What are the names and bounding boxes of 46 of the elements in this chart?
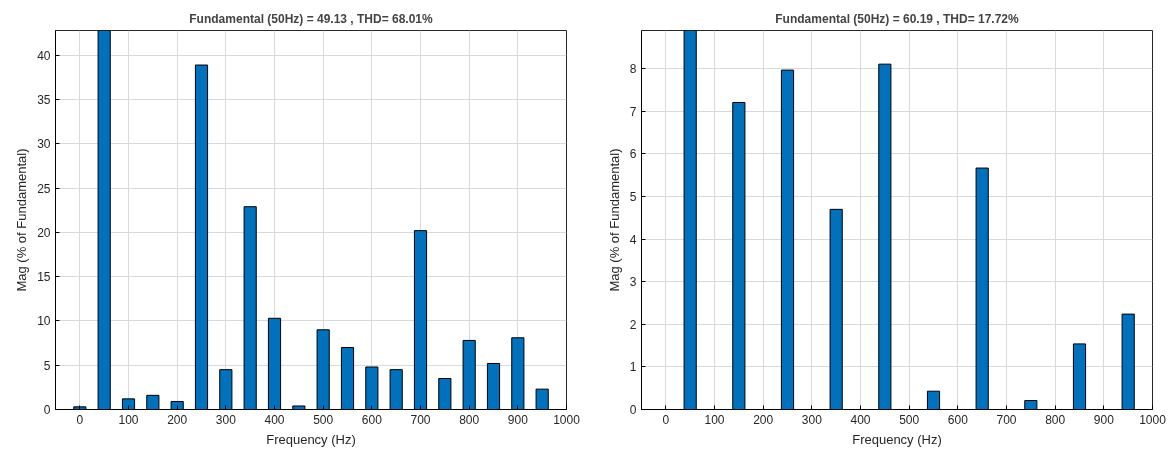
y-tick-label: 20	[37, 225, 51, 240]
x-tick-label: 1000	[553, 412, 581, 427]
y-tick-label: 2	[629, 317, 637, 332]
x-tick-label: 600	[361, 412, 383, 427]
x-tick-label: 800	[1045, 412, 1066, 427]
y-tick-label: 10	[37, 314, 51, 329]
x-tick-label: 700	[996, 412, 1017, 427]
x-tick-label: 500	[313, 412, 334, 427]
x-tick-label: 900	[507, 412, 529, 427]
y-tick-label: 15	[37, 270, 51, 285]
y-tick-label: 5	[43, 358, 51, 373]
y-tick-label: 25	[37, 181, 51, 196]
x-tick-label: 400	[264, 412, 285, 427]
y-axis-title: Mag (% of Fundamental)	[14, 148, 30, 292]
y-tick-label: 0	[629, 403, 637, 417]
x-tick-label: 500	[899, 412, 920, 427]
x-tick-label: 100	[118, 412, 139, 427]
y-tick-label: 8	[629, 62, 637, 77]
y-tick-label: 40	[37, 48, 51, 63]
x-tick-label: 400	[850, 412, 871, 427]
y-tick-label: 0	[43, 403, 51, 417]
x-tick-label: 1000	[1139, 412, 1167, 427]
y-tick-label: 35	[37, 93, 51, 108]
x-tick-label: 300	[801, 412, 823, 427]
y-axis-title: Mag (% of Fundamental)	[606, 148, 622, 292]
x-tick-label: 200	[167, 412, 188, 427]
x-tick-label: 700	[410, 412, 431, 427]
y-tick-label: 5	[629, 190, 637, 205]
chart-title: Fundamental (50Hz) = 49.13 , THD= 68.01%	[189, 11, 434, 26]
y-tick-label: 3	[629, 275, 637, 290]
x-tick-label: 200	[753, 412, 774, 427]
x-tick-label: 800	[459, 412, 480, 427]
x-tick-label: 900	[1093, 412, 1115, 427]
x-tick-label: 300	[215, 412, 237, 427]
x-axis-title: Frequency (Hz)	[266, 431, 356, 447]
y-tick-label: 4	[629, 232, 637, 247]
y-tick-label: 6	[629, 147, 637, 162]
x-tick-label: 0	[662, 412, 670, 427]
y-tick-label: 30	[37, 137, 51, 152]
x-axis-title: Frequency (Hz)	[852, 431, 942, 447]
y-tick-label: 7	[629, 104, 637, 119]
chart-title: Fundamental (50Hz) = 60.19 , THD= 17.72%	[775, 11, 1020, 26]
x-tick-label: 100	[704, 412, 725, 427]
x-tick-label: 0	[76, 412, 84, 427]
x-tick-label: 600	[947, 412, 969, 427]
y-tick-label: 1	[629, 360, 637, 375]
